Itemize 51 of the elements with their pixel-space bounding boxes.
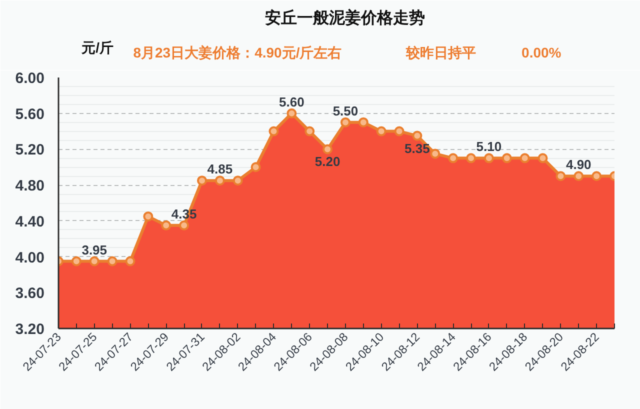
point (89, 256, 100, 266)
y-tick-label: 5.60 (15, 106, 45, 123)
point (125, 256, 136, 266)
point (592, 171, 602, 182)
point (268, 126, 279, 136)
point (448, 153, 458, 164)
point (214, 176, 225, 186)
point (412, 130, 422, 141)
point (520, 153, 530, 164)
text: 较昨日持平 (405, 44, 476, 60)
annotation: 5.60 (279, 94, 304, 110)
annotation: 4.85 (207, 162, 233, 177)
y-tick-label: 3.60 (15, 285, 45, 302)
point (161, 220, 172, 230)
point (376, 126, 386, 136)
y-tick-label: 4.00 (15, 249, 45, 266)
annotation: 5.50 (332, 103, 358, 118)
annotation: 5.20 (314, 154, 340, 170)
y-tick-label: 3.20 (15, 321, 45, 338)
point (484, 153, 494, 164)
point (502, 153, 512, 164)
point (538, 153, 548, 164)
point (179, 220, 190, 230)
point (71, 256, 82, 266)
point (430, 148, 440, 159)
annotation: 5.35 (404, 140, 430, 156)
point (232, 176, 243, 186)
y-axis-title: 元/斤 (80, 40, 114, 56)
chart-title: 安丘一般泥姜价格走势 (265, 8, 426, 27)
point (196, 176, 207, 186)
text: 8月23日大姜价格：4.90元/斤左右 (133, 44, 342, 60)
point (304, 126, 315, 136)
point (394, 126, 404, 136)
point (286, 108, 297, 118)
annotation: 4.90 (566, 157, 592, 172)
y-tick-label: 6.00 (15, 70, 45, 87)
point (322, 144, 333, 154)
point (107, 256, 118, 266)
point (466, 153, 476, 164)
point (340, 117, 350, 128)
point (574, 171, 584, 182)
point (358, 117, 368, 128)
annotation: 5.10 (476, 139, 502, 154)
text: 0.00% (522, 44, 562, 60)
point (143, 211, 154, 222)
y-tick-label: 4.80 (15, 178, 45, 195)
point (250, 162, 261, 172)
point (556, 171, 566, 182)
annotation: 3.95 (82, 242, 108, 258)
y-tick-label: 4.40 (15, 213, 45, 230)
y-tick-label: 5.20 (15, 142, 45, 159)
